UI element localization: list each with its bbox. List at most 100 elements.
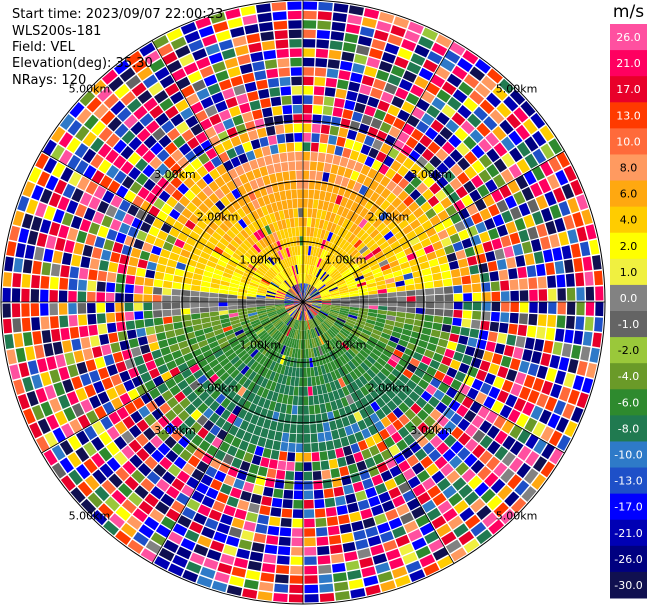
velocity-gate <box>480 488 496 504</box>
velocity-gate <box>359 84 372 96</box>
velocity-gate <box>313 317 320 326</box>
colorbar-tick-label: 10.0 <box>616 135 641 148</box>
velocity-gate <box>264 544 278 555</box>
velocity-gate <box>39 219 52 234</box>
velocity-gate <box>212 216 223 227</box>
velocity-gate <box>475 221 487 234</box>
colorbar-swatch <box>610 284 647 312</box>
velocity-gate <box>370 87 383 99</box>
velocity-gate <box>88 222 100 235</box>
velocity-gate <box>286 257 292 267</box>
velocity-gate <box>419 134 433 148</box>
velocity-gate <box>356 173 367 184</box>
velocity-gate <box>439 263 450 272</box>
velocity-gate <box>313 189 321 200</box>
velocity-gate <box>296 433 303 443</box>
velocity-gate <box>60 167 74 183</box>
velocity-gate <box>303 386 308 396</box>
velocity-gate <box>535 195 548 210</box>
velocity-gate <box>256 253 265 262</box>
velocity-gate <box>251 321 261 328</box>
velocity-gate <box>225 96 238 109</box>
velocity-gate <box>303 302 306 312</box>
velocity-gate <box>395 280 405 287</box>
velocity-gate <box>341 268 351 277</box>
velocity-gate <box>271 2 287 12</box>
velocity-gate <box>303 490 314 500</box>
velocity-gate <box>214 405 226 416</box>
velocity-gate <box>359 304 369 309</box>
velocity-gate <box>237 386 247 397</box>
velocity-gate <box>190 302 200 308</box>
velocity-gate <box>387 255 398 264</box>
velocity-gate <box>472 444 486 459</box>
velocity-gate <box>331 302 341 304</box>
colorbar-tick-label: 13.0 <box>616 109 641 122</box>
velocity-gate <box>317 313 326 320</box>
velocity-gate <box>325 507 337 517</box>
velocity-gate <box>223 218 234 229</box>
velocity-gate <box>256 302 266 305</box>
velocity-gate <box>369 191 380 203</box>
velocity-gate <box>330 370 338 381</box>
velocity-gate <box>285 247 291 258</box>
velocity-gate <box>531 473 547 490</box>
velocity-gate <box>128 367 140 379</box>
velocity-gate <box>323 240 330 251</box>
velocity-gate <box>349 296 360 300</box>
velocity-gate <box>501 136 515 152</box>
velocity-gate <box>269 361 277 371</box>
velocity-gate <box>361 17 377 29</box>
velocity-gate <box>137 128 151 142</box>
velocity-gate <box>258 239 267 249</box>
velocity-gate <box>261 496 272 507</box>
velocity-gate <box>252 323 263 331</box>
velocity-gate <box>18 362 30 378</box>
velocity-gate <box>234 346 245 356</box>
velocity-gate <box>304 320 306 331</box>
velocity-gate <box>218 109 232 121</box>
velocity-gate <box>294 274 299 285</box>
velocity-gate <box>276 220 284 231</box>
velocity-gate <box>21 274 31 288</box>
range-ring-label: 1.00km <box>240 339 282 352</box>
velocity-gate <box>367 168 378 180</box>
velocity-gate <box>420 90 435 104</box>
velocity-gate <box>506 113 521 129</box>
velocity-gate <box>314 257 320 267</box>
velocity-gate <box>293 319 298 329</box>
velocity-gate <box>120 91 136 106</box>
velocity-gate <box>216 492 229 504</box>
velocity-gate <box>240 338 250 347</box>
velocity-gate <box>149 170 163 184</box>
velocity-gate <box>353 451 364 463</box>
velocity-gate <box>49 369 61 384</box>
velocity-gate <box>576 302 585 316</box>
colorbar-swatch <box>610 206 647 234</box>
velocity-gate <box>106 272 117 283</box>
velocity-gate <box>276 393 284 404</box>
velocity-gate <box>335 88 347 99</box>
velocity-gate <box>323 488 334 499</box>
velocity-gate <box>250 360 259 371</box>
velocity-gate <box>196 57 211 70</box>
velocity-gate <box>115 361 127 373</box>
velocity-gate <box>128 136 143 151</box>
velocity-gate <box>157 177 170 190</box>
velocity-gate <box>296 358 301 368</box>
velocity-gate <box>259 344 268 354</box>
velocity-gate <box>320 307 330 312</box>
velocity-gate <box>507 474 522 490</box>
velocity-gate <box>356 93 369 105</box>
velocity-gate <box>304 528 316 537</box>
velocity-gate <box>359 349 369 359</box>
velocity-gate <box>276 133 286 144</box>
velocity-gate <box>442 316 453 325</box>
velocity-gate <box>261 367 269 378</box>
velocity-gate <box>308 309 316 317</box>
velocity-gate <box>567 197 580 214</box>
velocity-gate <box>211 320 221 327</box>
velocity-gate <box>106 457 121 472</box>
velocity-gate <box>380 91 394 104</box>
velocity-gate <box>402 123 415 136</box>
